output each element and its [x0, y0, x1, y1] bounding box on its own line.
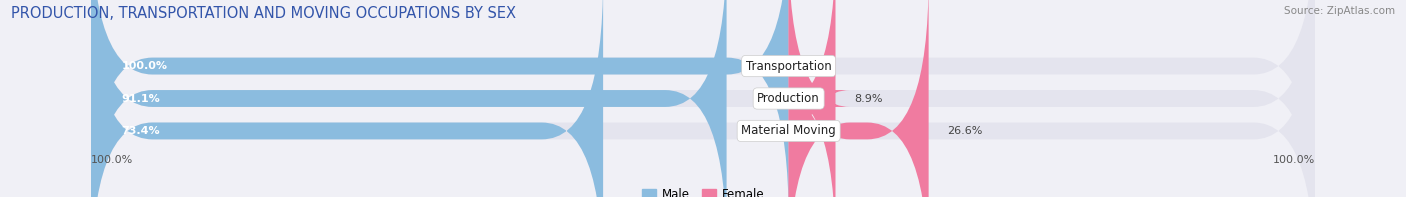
- Text: 100.0%: 100.0%: [1272, 155, 1315, 165]
- Text: 73.4%: 73.4%: [122, 126, 160, 136]
- Text: Material Moving: Material Moving: [741, 125, 837, 138]
- FancyBboxPatch shape: [91, 0, 789, 197]
- Text: Source: ZipAtlas.com: Source: ZipAtlas.com: [1284, 6, 1395, 16]
- Text: 8.9%: 8.9%: [853, 94, 883, 103]
- Text: Transportation: Transportation: [745, 59, 831, 72]
- Text: 26.6%: 26.6%: [948, 126, 983, 136]
- Text: 100.0%: 100.0%: [91, 155, 134, 165]
- Text: PRODUCTION, TRANSPORTATION AND MOVING OCCUPATIONS BY SEX: PRODUCTION, TRANSPORTATION AND MOVING OC…: [11, 6, 516, 21]
- FancyBboxPatch shape: [775, 0, 849, 197]
- FancyBboxPatch shape: [789, 0, 928, 197]
- FancyBboxPatch shape: [91, 0, 1315, 197]
- FancyBboxPatch shape: [91, 0, 1315, 197]
- FancyBboxPatch shape: [91, 0, 1315, 197]
- FancyBboxPatch shape: [91, 0, 727, 197]
- Text: 100.0%: 100.0%: [122, 61, 167, 71]
- Text: Production: Production: [758, 92, 820, 105]
- FancyBboxPatch shape: [91, 0, 603, 197]
- Text: 91.1%: 91.1%: [122, 94, 160, 103]
- Legend: Male, Female: Male, Female: [641, 188, 765, 197]
